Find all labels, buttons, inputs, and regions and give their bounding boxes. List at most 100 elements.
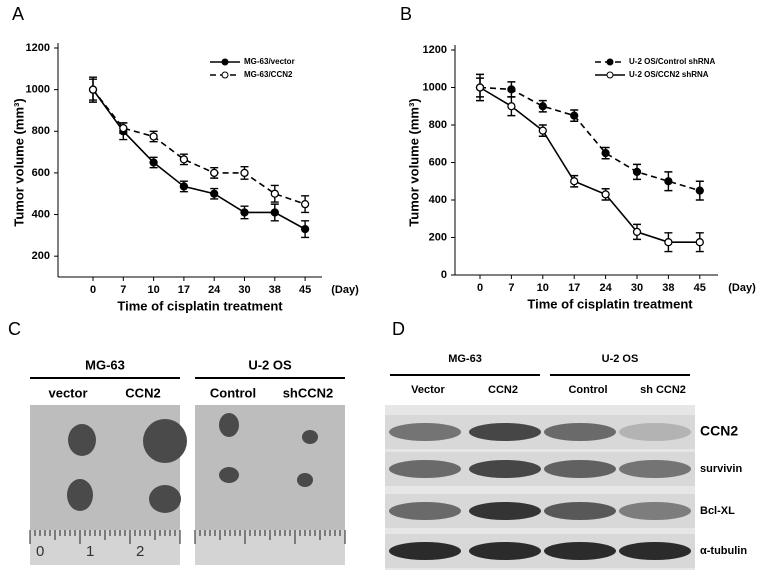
- data-point: [240, 208, 249, 217]
- row-label: survivin: [700, 463, 742, 475]
- ruler-label: 2: [136, 543, 144, 560]
- column-label: Control: [210, 385, 256, 400]
- y-tick-label: 1000: [423, 81, 447, 93]
- x-tick-label: 45: [694, 282, 706, 294]
- band: [544, 423, 616, 441]
- y-tick-label: 1200: [26, 42, 50, 54]
- data-point: [538, 102, 547, 111]
- legend-marker: [606, 58, 614, 66]
- data-point: [632, 227, 642, 237]
- x-tick-label: 17: [178, 284, 190, 296]
- y-axis-label: Tumor volume (mm³): [406, 98, 421, 226]
- data-point: [664, 177, 673, 186]
- x-tick-label: 24: [599, 282, 612, 294]
- data-point: [300, 224, 310, 234]
- y-tick-label: 0: [441, 269, 447, 281]
- x-axis-label: Time of cisplatin treatment: [117, 298, 283, 313]
- panel-label: A: [12, 4, 24, 24]
- tumor: [297, 473, 313, 487]
- data-point: [179, 182, 189, 191]
- y-tick-label: 400: [429, 194, 447, 206]
- y-tick-label: 1200: [423, 44, 447, 56]
- data-point: [507, 85, 516, 94]
- data-point: [300, 199, 310, 209]
- legend-label: U-2 OS/Control shRNA: [629, 57, 715, 66]
- band: [389, 460, 461, 478]
- data-point: [507, 102, 516, 111]
- column-label: CCN2: [125, 385, 160, 400]
- series-line: [479, 86, 701, 192]
- band: [544, 460, 616, 478]
- y-tick-label: 200: [429, 231, 447, 243]
- data-point: [149, 158, 158, 167]
- legend-marker: [221, 71, 229, 79]
- tumor: [219, 413, 239, 437]
- x-tick-label: 38: [662, 282, 674, 294]
- band: [619, 502, 691, 520]
- data-point: [538, 126, 547, 135]
- data-point: [475, 83, 485, 92]
- y-tick-label: 800: [429, 119, 447, 131]
- column-label: shCCN2: [283, 385, 334, 400]
- data-point: [601, 148, 610, 158]
- x-tick-label: 0: [90, 284, 96, 296]
- column-label: Vector: [411, 384, 445, 396]
- data-point: [695, 238, 704, 247]
- tumor: [149, 485, 181, 513]
- series-line: [92, 89, 306, 230]
- y-axis-label: Tumor volume (mm³): [11, 98, 26, 226]
- group-title: MG-63: [448, 353, 482, 365]
- group-title: MG-63: [85, 357, 125, 372]
- tumor: [68, 424, 96, 456]
- column-label: sh CCN2: [640, 384, 686, 396]
- column-label: Control: [568, 384, 607, 396]
- band: [389, 423, 461, 441]
- x-tick-label: 45: [299, 284, 311, 296]
- data-point: [149, 132, 158, 141]
- tumor: [302, 430, 318, 444]
- x-tick-label: 7: [120, 284, 126, 296]
- data-point: [695, 186, 704, 195]
- column-label: CCN2: [488, 384, 518, 396]
- band: [619, 423, 691, 441]
- legend-marker: [221, 58, 229, 66]
- data-point: [119, 123, 128, 133]
- legend-label: U-2 OS/CCN2 shRNA: [629, 70, 709, 79]
- x-tick-label: 10: [537, 282, 549, 294]
- x-tick-label: 24: [208, 284, 221, 296]
- y-tick-label: 800: [32, 125, 50, 137]
- band: [544, 542, 616, 560]
- data-point: [88, 85, 98, 94]
- data-point: [270, 189, 279, 198]
- panel-label: D: [392, 319, 405, 339]
- y-tick-label: 600: [32, 167, 50, 179]
- band: [619, 542, 691, 560]
- data-point: [664, 238, 673, 247]
- group-title: U-2 OS: [248, 357, 292, 372]
- tumor: [219, 467, 239, 483]
- y-tick-label: 1000: [26, 84, 50, 96]
- x-tick-label: 0: [477, 282, 483, 294]
- band: [469, 460, 541, 478]
- x-unit-label: (Day): [728, 282, 756, 294]
- ruler-label: 0: [36, 543, 44, 560]
- group-title: U-2 OS: [602, 353, 639, 365]
- data-point: [601, 190, 610, 199]
- band: [469, 423, 541, 441]
- x-tick-label: 7: [508, 282, 514, 294]
- series-line: [92, 89, 306, 205]
- series-line: [479, 86, 700, 243]
- y-tick-label: 600: [429, 156, 447, 168]
- tumor: [67, 479, 93, 511]
- legend-marker: [606, 71, 614, 79]
- y-tick-label: 400: [32, 208, 50, 220]
- x-tick-label: 38: [269, 284, 281, 296]
- data-point: [210, 189, 219, 198]
- data-point: [570, 111, 579, 120]
- ruler-label: 1: [86, 543, 94, 560]
- band: [544, 502, 616, 520]
- band: [469, 542, 541, 560]
- data-point: [179, 155, 189, 164]
- row-label: α-tubulin: [700, 545, 747, 557]
